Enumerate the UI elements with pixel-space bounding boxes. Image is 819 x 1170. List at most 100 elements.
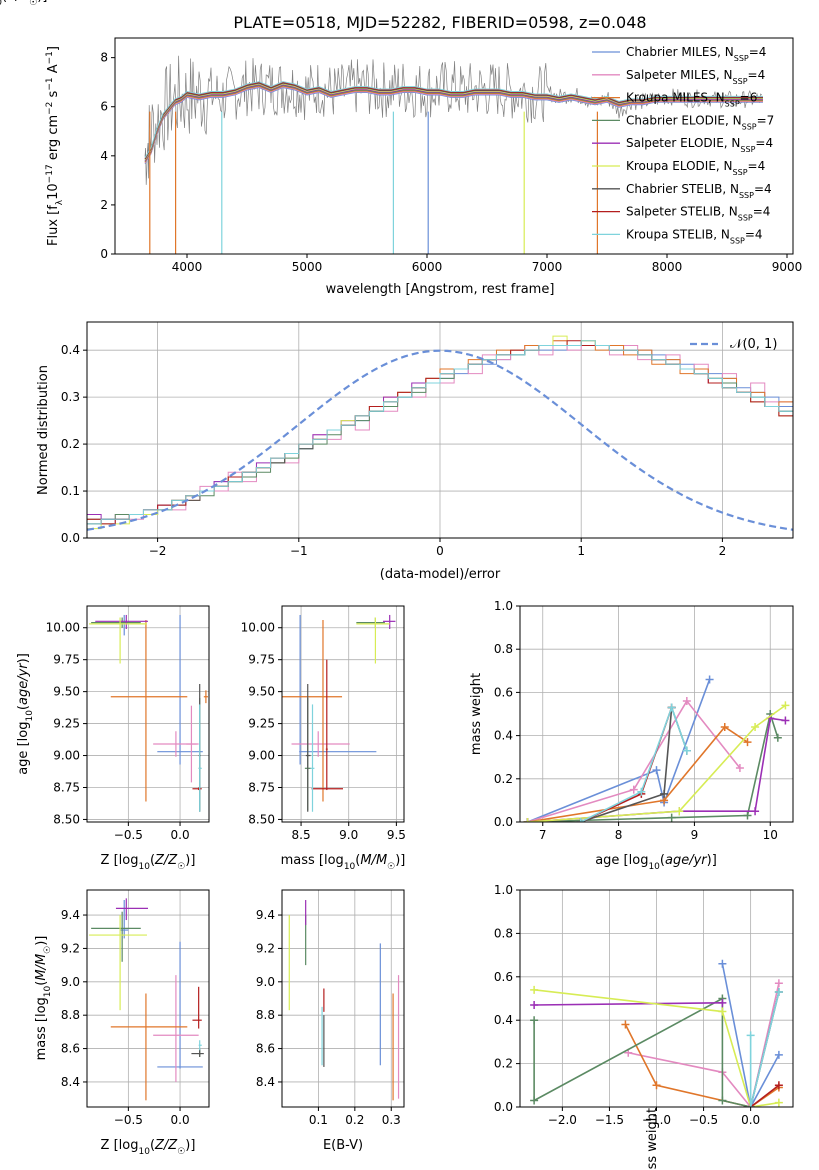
legend-model-name: Chabrier STELIB, N (626, 182, 739, 196)
label-part: mass [log (34, 997, 49, 1060)
massweight_vs_Z-plot (530, 959, 783, 1107)
y-tick-label: 10.00 (46, 621, 80, 635)
plus-marker (660, 789, 669, 798)
x-tick-label: 8 (615, 828, 623, 842)
x-tick-label: 0.3 (382, 1113, 401, 1127)
x-tick-label: 9000 (772, 260, 803, 274)
legend-sub: SSP (742, 122, 757, 131)
y-tick-label: 8.6 (61, 1042, 80, 1056)
plus-marker (637, 787, 646, 796)
x-tick-label: −2 (149, 544, 167, 558)
errorbar-point (305, 683, 311, 812)
age_vs_mass-axes-box (281, 605, 405, 823)
errorbar-point (192, 986, 202, 1029)
label-part: 10 (344, 862, 356, 872)
y-tick-label: 6 (100, 100, 108, 114)
legend-label: Chabrier MILES, NSSP=4 (626, 45, 766, 63)
label-part: ☉ (177, 862, 185, 872)
massweight_vs_age-frame: 7 8 9 10 0.0 0.2 0.4 0.6 0.8 1.0 (494, 599, 794, 842)
y-tick-label: 0.6 (494, 685, 513, 699)
label-part: ☉ (387, 862, 395, 872)
errorbar-point (186, 705, 197, 783)
label-part: ☉ (43, 946, 53, 954)
label-part: ( (16, 705, 31, 710)
errorbar-point (311, 787, 343, 791)
errorbar-point (191, 1048, 204, 1057)
x-tick-label: 6000 (412, 260, 443, 274)
legend-model-name: Chabrier ELODIE, N (626, 113, 742, 127)
massweight_vs_age-panel: 7 8 9 100.00.20.40.60.81.0 age [log10(age/yr… (469, 599, 794, 872)
x-tick-label: −0.5 (114, 1113, 143, 1127)
label-part: 10 (138, 1147, 150, 1157)
x-tick-label: 8000 (652, 260, 683, 274)
age_vs_Z-frame: −0.5 0.0 8.50 8.75 9.00 9.25 9.50 9.75 10.00 (46, 605, 210, 842)
massweight-series (576, 703, 691, 822)
y-tick-label: 8.50 (248, 812, 275, 826)
label-part: 10 (138, 862, 150, 872)
plus-marker (718, 1007, 727, 1016)
legend-model-name: Kroupa ELODIE, N (626, 159, 733, 173)
plus-marker (774, 1050, 783, 1059)
plus-marker (774, 987, 783, 996)
y-tick-label: 9.50 (248, 685, 275, 699)
legend-model-name: Salpeter STELIB, N (626, 205, 738, 219)
plus-marker (718, 998, 727, 1007)
legend-sub: SSP (733, 76, 748, 85)
legend-nssp: =4 (755, 136, 773, 150)
y-tick-label: 0.0 (494, 1100, 513, 1114)
errorbar-point (120, 614, 129, 636)
plus-marker (682, 697, 691, 706)
legend-label: Chabrier STELIB, NSSP=4 (626, 182, 772, 200)
massweight-line (580, 707, 673, 822)
spectrum-plot (144, 55, 763, 254)
y-tick-label: 1.0 (494, 883, 513, 897)
massweight-series (621, 1020, 783, 1107)
age_vs_mass-grid (282, 606, 404, 822)
legend-model-name: Chabrier MILES, N (626, 45, 734, 59)
x-axis-label: age [log10(age/yr)] (595, 853, 717, 872)
y-tick-label: 9.2 (256, 941, 275, 955)
massweight-line (527, 704, 786, 822)
x-tick-label: 5000 (292, 260, 323, 274)
legend-nssp: =6 (740, 91, 758, 105)
label-part: 10 (648, 862, 660, 872)
label-part: M/M (34, 954, 49, 981)
normal-curve-legend-label: 𝒩(0, 1) (730, 337, 777, 352)
massweight_vs_age-grid (520, 605, 793, 823)
y-tick-label: 0.0 (61, 531, 80, 545)
normal-curve-line (87, 349, 793, 531)
x-axis-label: wavelength [Angstrom, rest frame] (326, 282, 555, 297)
errorbar-point (291, 731, 350, 757)
mass_vs_Z-grid (87, 890, 209, 1107)
plus-marker (621, 1020, 630, 1029)
errorbar-point (115, 898, 148, 921)
histogram-series (87, 335, 793, 530)
mass_vs_ebv-frame: 0.1 0.2 0.3 8.4 8.6 8.8 9.0 9.2 9.4 (256, 889, 405, 1127)
legend-model-name: Salpeter ELODIE, N (626, 136, 740, 150)
legend-model-name: Salpeter MILES, N (626, 68, 733, 82)
errorbar-point (110, 620, 188, 802)
legend-sub: SSP (730, 236, 745, 245)
x-tick-label: 0.0 (171, 828, 190, 842)
spectrum-frame: 4000 5000 6000 7000 8000 9000 0 2 4 6 8 (100, 37, 803, 274)
y-axis-label: mass weight (469, 673, 484, 755)
mass_vs_ebv-plot (288, 900, 400, 1101)
legend-label: Chabrier ELODIE, NSSP=7 (626, 113, 774, 130)
x-tick-label: 1 (577, 544, 585, 558)
label-part: ] (46, 46, 61, 51)
legend-nssp: =4 (748, 159, 766, 173)
legend-nssp: =4 (749, 45, 767, 59)
plus-marker (774, 1098, 783, 1107)
x-tick-label: −1 (290, 544, 308, 558)
age_vs_Z-plot (89, 614, 208, 812)
histogram-series (87, 344, 793, 520)
label-part: Flux [f (46, 205, 61, 246)
label-part: mass [log (281, 853, 344, 868)
model-spectrum-line (144, 84, 763, 161)
label-part: Z/Z (6, 0, 30, 4)
legend-label: Salpeter MILES, NSSP=4 (626, 68, 765, 86)
mass_vs_ebv-grid (282, 890, 404, 1107)
label-part: Z/Z (154, 853, 178, 868)
plus-marker (718, 1096, 727, 1105)
errorbar-point (157, 614, 203, 765)
